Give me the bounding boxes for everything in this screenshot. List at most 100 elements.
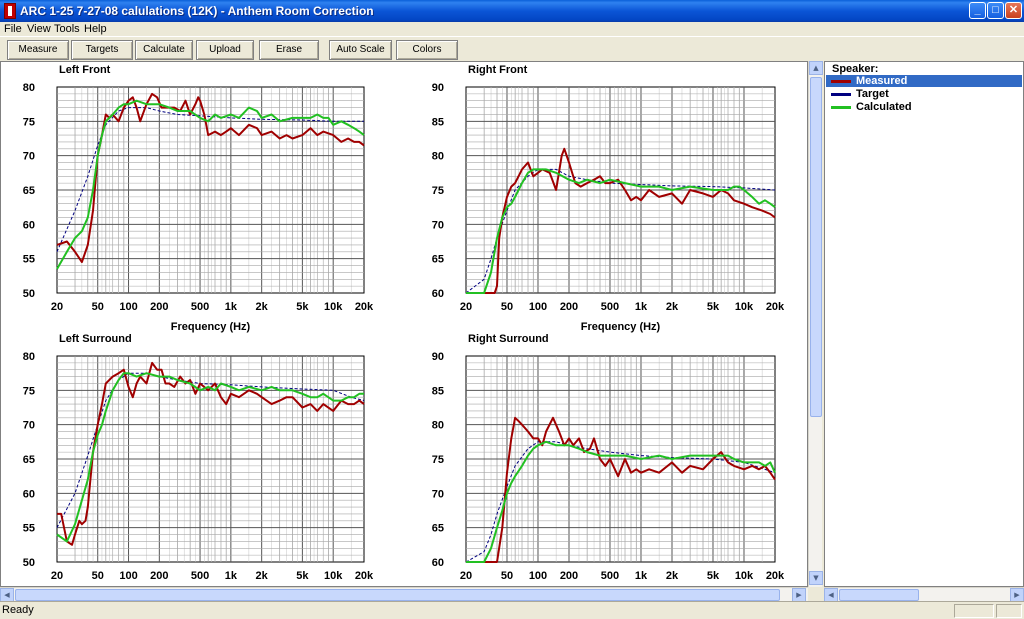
legend-item-measured[interactable]: Measured: [826, 75, 1022, 87]
x-tick-label: 200: [150, 570, 168, 582]
y-tick-label: 85: [432, 116, 444, 128]
maximize-button[interactable]: □: [987, 2, 1004, 19]
x-tick-label: 20k: [355, 570, 374, 582]
close-button[interactable]: ✕: [1005, 2, 1022, 19]
measured-swatch: [831, 80, 851, 83]
legend-label: Measured: [856, 75, 908, 87]
x-tick-label: 500: [601, 570, 619, 582]
menu-bar: File View Tools Help: [0, 22, 1024, 36]
y-tick-label: 90: [432, 351, 444, 363]
menu-tools[interactable]: Tools: [54, 23, 80, 35]
x-tick-label: 100: [119, 301, 137, 313]
vertical-scrollbar[interactable]: ▲ ▼: [808, 61, 823, 587]
x-tick-label: 50: [92, 301, 104, 313]
x-tick-label: 1k: [635, 301, 648, 313]
y-tick-label: 80: [432, 420, 444, 432]
speaker-legend: Speaker: Measured Target Calculated: [824, 61, 1024, 587]
x-tick-label: 10k: [324, 301, 343, 313]
legend-scroll-thumb[interactable]: [839, 589, 919, 601]
y-tick-label: 55: [23, 523, 35, 535]
series-target-line: [465, 168, 776, 294]
y-tick-label: 70: [23, 420, 35, 432]
target-swatch: [831, 93, 851, 96]
x-tick-label: 500: [191, 301, 209, 313]
scroll-right-icon[interactable]: ▶: [1010, 588, 1024, 602]
y-tick-label: 50: [23, 288, 35, 300]
menu-file[interactable]: File: [4, 23, 22, 35]
chart-title: Left Surround: [59, 333, 132, 345]
y-tick-label: 60: [432, 557, 444, 569]
chart-title: Right Surround: [468, 333, 549, 345]
erase-button[interactable]: Erase: [259, 40, 319, 60]
x-tick-label: 5k: [296, 301, 309, 313]
legend-item-calculated[interactable]: Calculated: [826, 101, 1022, 113]
toolbar: Measure Targets Calculate Upload Erase A…: [0, 36, 1024, 61]
legend-label: Target: [856, 88, 889, 100]
y-tick-label: 75: [23, 116, 35, 128]
y-tick-label: 55: [23, 254, 35, 266]
menu-help[interactable]: Help: [84, 23, 107, 35]
x-tick-label: 1k: [635, 570, 648, 582]
y-tick-label: 60: [23, 488, 35, 500]
series-measured-line: [466, 416, 776, 563]
horizontal-scrollbar[interactable]: ◀ ▶: [0, 587, 808, 602]
series-target-line: [56, 372, 365, 528]
x-tick-label: 500: [601, 301, 619, 313]
x-tick-label: 200: [560, 570, 578, 582]
x-tick-label: 5k: [707, 570, 720, 582]
app-icon[interactable]: [4, 3, 16, 19]
legend-scroll-track[interactable]: ◀ ▶: [824, 588, 1024, 602]
y-tick-label: 65: [23, 454, 35, 466]
x-tick-label: 20k: [766, 570, 785, 582]
x-tick-label: 20k: [766, 301, 785, 313]
y-tick-label: 65: [432, 523, 444, 535]
status-pane: [954, 604, 994, 618]
y-tick-label: 70: [432, 488, 444, 500]
minimize-button[interactable]: _: [969, 2, 986, 19]
auto-scale-button[interactable]: Auto Scale: [329, 40, 392, 60]
scroll-right-icon[interactable]: ▶: [792, 588, 806, 602]
x-tick-label: 10k: [735, 570, 754, 582]
scroll-down-icon[interactable]: ▼: [809, 571, 823, 585]
upload-button[interactable]: Upload: [196, 40, 254, 60]
x-axis-label: Frequency (Hz): [581, 321, 661, 333]
scroll-left-icon[interactable]: ◀: [0, 588, 14, 602]
legend-horizontal-scrollbar[interactable]: ◀ ▶: [824, 587, 1024, 602]
legend-item-target[interactable]: Target: [826, 88, 1022, 100]
y-tick-label: 60: [432, 288, 444, 300]
frequency-response-plots: 50 55 60 65 70 75 80 20 50 100 200 500 1k 2k 5k 10k 20k L…: [23, 64, 785, 582]
x-tick-label: 1k: [225, 301, 238, 313]
y-tick-label: 85: [432, 385, 444, 397]
status-text: Ready: [2, 604, 34, 616]
x-tick-label: 2k: [666, 301, 679, 313]
x-tick-label: 10k: [735, 301, 754, 313]
y-tick-label: 70: [432, 219, 444, 231]
chart-title: Left Front: [59, 64, 111, 76]
x-tick-label: 5k: [707, 301, 720, 313]
colors-button[interactable]: Colors: [396, 40, 458, 60]
horizontal-scroll-thumb[interactable]: [15, 589, 780, 601]
title-bar: ARC 1-25 7-27-08 calulations (12K) - Ant…: [0, 0, 1024, 22]
y-tick-label: 65: [23, 185, 35, 197]
y-tick-label: 75: [432, 185, 444, 197]
vertical-scroll-thumb[interactable]: [810, 77, 822, 417]
scroll-left-icon[interactable]: ◀: [824, 588, 838, 602]
y-tick-label: 50: [23, 557, 35, 569]
y-tick-label: 80: [23, 82, 35, 94]
scroll-up-icon[interactable]: ▲: [809, 61, 823, 75]
calculate-button[interactable]: Calculate: [135, 40, 193, 60]
y-tick-label: 60: [23, 219, 35, 231]
window-title: ARC 1-25 7-27-08 calulations (12K) - Ant…: [20, 4, 374, 18]
x-tick-label: 20: [460, 570, 472, 582]
y-tick-label: 65: [432, 254, 444, 266]
x-tick-label: 2k: [256, 301, 269, 313]
series-calculated-line: [466, 168, 776, 294]
x-tick-label: 50: [501, 570, 513, 582]
series-calculated-line: [56, 99, 365, 270]
measure-button[interactable]: Measure: [7, 40, 69, 60]
y-tick-label: 70: [23, 151, 35, 163]
menu-view[interactable]: View: [27, 23, 51, 35]
x-tick-label: 100: [529, 301, 547, 313]
status-bar: Ready: [0, 601, 1024, 619]
targets-button[interactable]: Targets: [71, 40, 133, 60]
